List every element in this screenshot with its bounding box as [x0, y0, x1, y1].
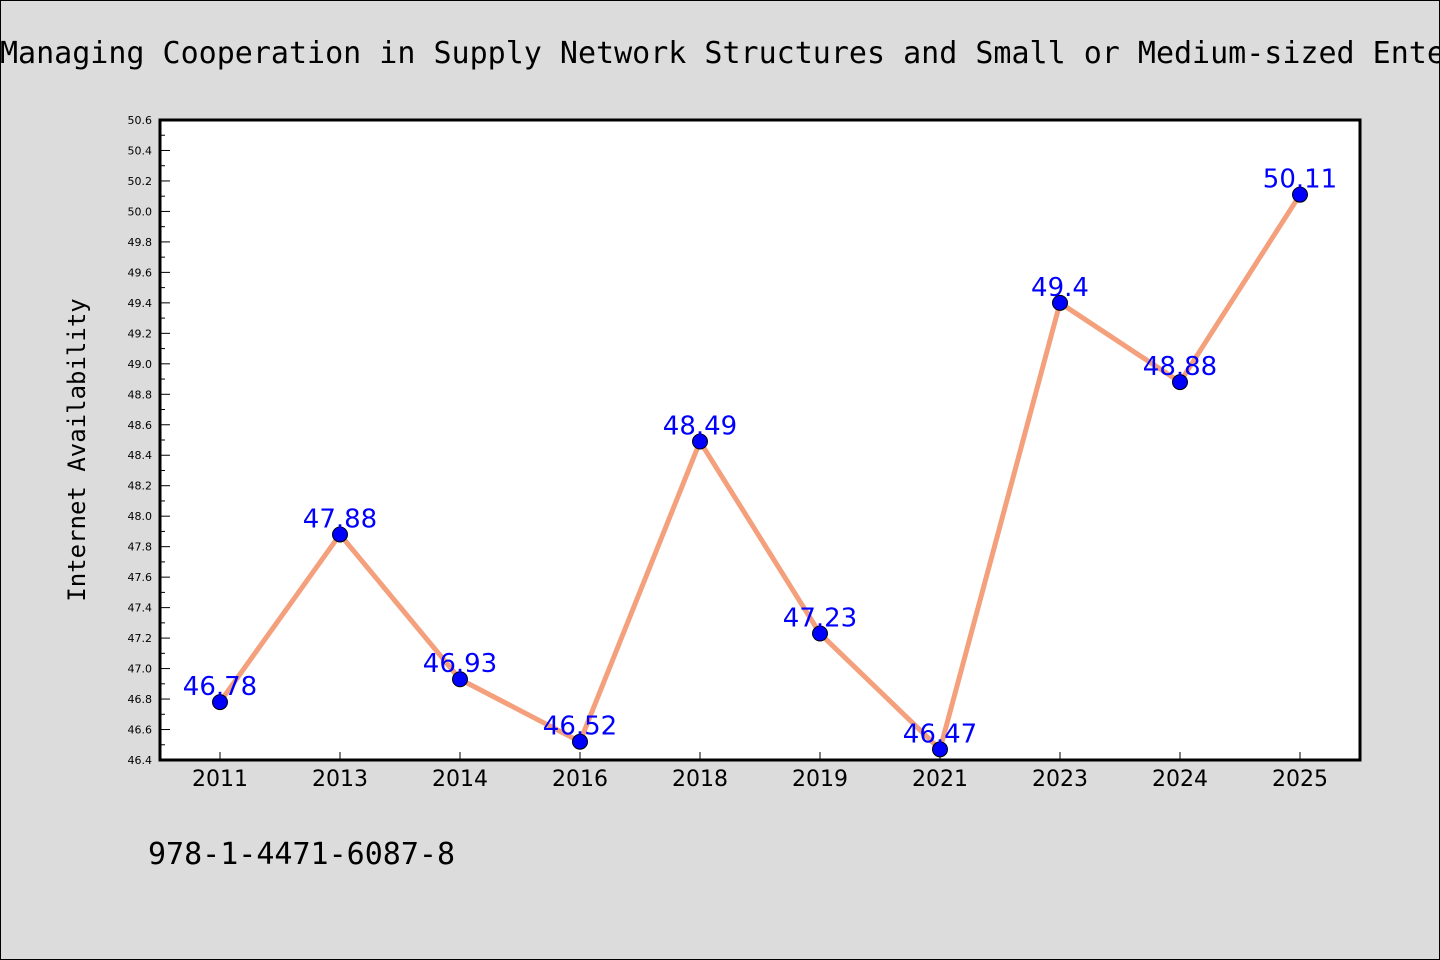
y-tick-label: 49.6: [128, 266, 153, 279]
data-label: 49.4: [1031, 273, 1089, 303]
data-label: 46.47: [903, 719, 977, 749]
data-point: [1172, 374, 1188, 391]
data-label: 46.52: [543, 712, 617, 742]
y-tick-label: 48.6: [128, 419, 153, 432]
y-tick-label: 50.2: [128, 175, 153, 188]
y-tick-label: 48.0: [128, 510, 153, 523]
y-tick-label: 48.4: [128, 449, 153, 462]
y-tick-label: 50.0: [128, 205, 153, 218]
x-tick-label: 2021: [912, 767, 968, 792]
x-tick-label: 2018: [672, 767, 728, 792]
footer-isbn: 978-1-4471-6087-8: [148, 837, 455, 872]
y-tick-label: 46.8: [128, 693, 153, 706]
y-axis-label: Internet Availability: [63, 298, 91, 601]
data-label: 47.88: [303, 504, 377, 534]
data-point: [812, 625, 828, 642]
y-tick-label: 47.6: [128, 571, 153, 584]
x-tick-label: 2013: [312, 767, 368, 792]
series-layer: 46.78 47.88 46.93 46.52 48.49 47.23 46.47 49.4 4…: [183, 165, 1337, 758]
data-point: [692, 433, 708, 450]
x-tick-label: 2023: [1032, 767, 1088, 792]
data-label: 48.49: [663, 412, 737, 442]
data-label: 46.78: [183, 672, 257, 702]
y-tick-label: 47.4: [128, 602, 153, 615]
y-axis: 46.4 46.6 46.8 47.0 47.2 47.4 47.6 47.8 48.0 48.2…: [128, 114, 170, 767]
y-tick-label: 49.4: [128, 297, 153, 310]
series-line: [217, 192, 1303, 752]
x-tick-label: 2011: [192, 767, 248, 792]
data-label: 50.11: [1263, 165, 1337, 195]
y-tick-label: 49.0: [128, 358, 153, 371]
y-tick-label: 48.2: [128, 480, 153, 493]
data-label: 48.88: [1143, 352, 1217, 382]
x-tick-label: 2014: [432, 767, 488, 792]
data-label: 47.23: [783, 604, 857, 634]
y-tick-label: 47.8: [128, 541, 153, 554]
y-tick-label: 50.4: [128, 144, 153, 157]
y-tick-label: 49.2: [128, 327, 153, 340]
data-label: 46.93: [423, 649, 497, 679]
y-tick-label: 46.6: [128, 724, 153, 737]
data-point: [1292, 186, 1308, 203]
x-tick-label: 2025: [1272, 767, 1328, 792]
chart-title: Managing Cooperation in Supply Network S…: [0, 36, 1440, 71]
y-tick-label: 46.4: [128, 754, 153, 767]
data-point: [332, 526, 348, 543]
plot-area: [158, 118, 1362, 762]
y-tick-label: 48.8: [128, 388, 153, 401]
y-tick-label: 50.6: [128, 114, 153, 127]
x-tick-label: 2019: [792, 767, 848, 792]
y-tick-label: 47.0: [128, 663, 153, 676]
x-tick-label: 2016: [552, 767, 608, 792]
data-point: [212, 694, 228, 711]
y-tick-label: 49.8: [128, 236, 153, 249]
y-tick-label: 47.2: [128, 632, 153, 645]
data-point: [572, 733, 588, 750]
x-axis: 2011 2013 2014 2016 2018 2019 2021 2023 2024 2025: [192, 752, 1328, 792]
x-tick-label: 2024: [1152, 767, 1208, 792]
data-point: [452, 671, 468, 688]
data-point: [932, 741, 948, 758]
data-point: [1052, 294, 1068, 311]
